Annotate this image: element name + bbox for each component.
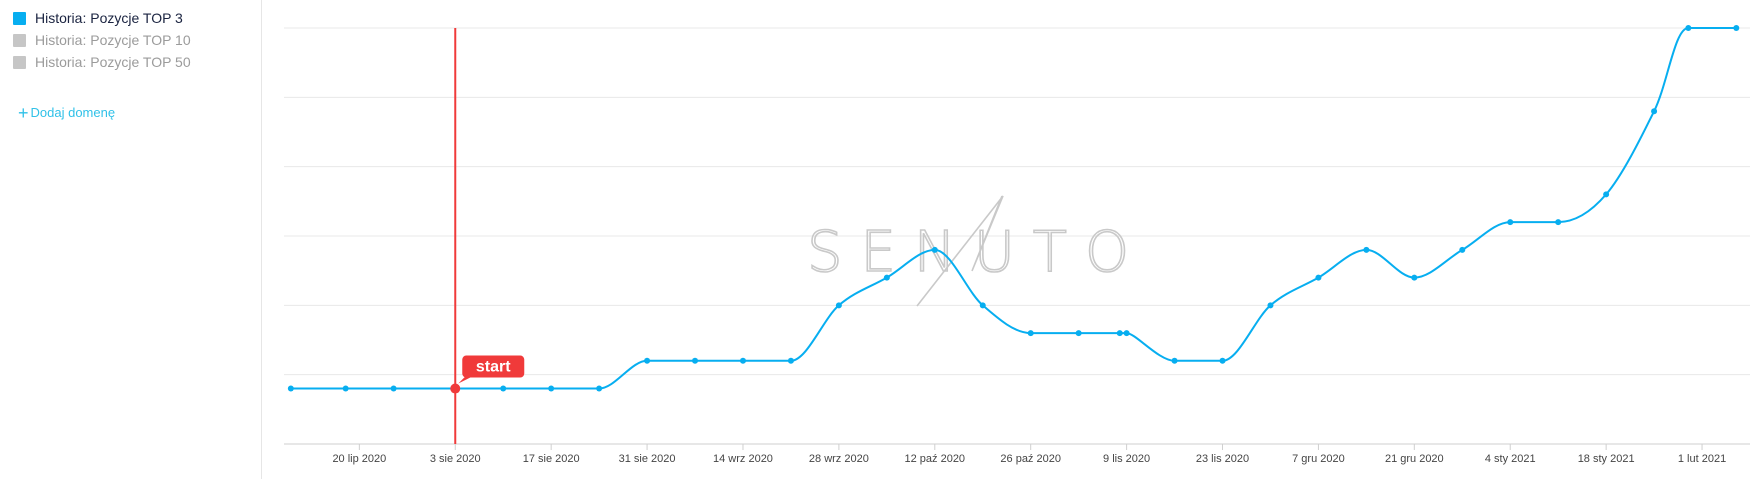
data-point[interactable] <box>692 357 699 364</box>
data-point[interactable] <box>931 246 938 253</box>
legend-swatch-top50 <box>13 55 26 69</box>
data-point[interactable] <box>739 357 746 364</box>
data-point[interactable] <box>1267 302 1274 309</box>
x-tick-label: 18 sty 2021 <box>1578 453 1635 465</box>
watermark: SENUTO <box>806 195 1147 307</box>
data-point[interactable] <box>883 274 890 281</box>
data-point[interactable] <box>1603 191 1610 198</box>
legend-item-top50[interactable]: Historia: Pozycje TOP 50 <box>13 52 191 72</box>
grid-lines <box>284 27 1750 445</box>
data-point[interactable] <box>1315 274 1322 281</box>
x-tick-label: 26 paź 2020 <box>1000 453 1061 465</box>
x-tick-label: 12 paź 2020 <box>905 453 966 465</box>
x-tick-label: 1 lut 2021 <box>1678 453 1726 465</box>
watermark-text: SENUTO <box>807 220 1147 285</box>
legend-swatch-top10 <box>13 33 26 47</box>
legend-swatch-top3 <box>13 11 26 25</box>
data-point[interactable] <box>1651 108 1658 115</box>
data-point[interactable] <box>1219 357 1226 364</box>
series-line <box>290 27 1737 390</box>
x-axis: 20 lip 2020 3 sie 2020 17 sie 2020 31 sie 2… <box>332 444 1726 465</box>
data-point[interactable] <box>500 385 507 392</box>
x-tick-label: 20 lip 2020 <box>332 453 386 465</box>
x-tick-label: 7 gru 2020 <box>1292 453 1345 465</box>
legend-label-top3: Historia: Pozycje TOP 3 <box>35 10 183 26</box>
x-tick-label: 14 wrz 2020 <box>713 453 773 465</box>
plus-icon: + <box>18 102 29 123</box>
data-point[interactable] <box>596 385 603 392</box>
data-point[interactable] <box>1459 246 1466 253</box>
start-marker: start <box>454 28 525 444</box>
data-point[interactable] <box>1075 330 1082 337</box>
x-tick-label: 17 sie 2020 <box>523 453 580 465</box>
x-tick-label: 31 sie 2020 <box>619 453 676 465</box>
data-point[interactable] <box>548 385 555 392</box>
data-point[interactable] <box>1555 219 1562 226</box>
data-point[interactable] <box>1685 25 1692 31</box>
x-tick-label: 21 gru 2020 <box>1385 453 1444 465</box>
add-domain-button[interactable]: + Dodaj domenę <box>18 102 116 123</box>
watermark-slash <box>916 195 1004 307</box>
x-tick-label: 9 lis 2020 <box>1103 453 1150 465</box>
series-layer <box>287 25 1740 394</box>
data-point[interactable] <box>1123 330 1130 337</box>
data-point[interactable] <box>287 385 294 392</box>
start-label: start <box>476 359 511 376</box>
legend-item-top3[interactable]: Historia: Pozycje TOP 3 <box>13 8 183 28</box>
data-point[interactable] <box>1116 330 1123 337</box>
data-point[interactable] <box>644 357 651 364</box>
add-domain-label: Dodaj domenę <box>30 105 116 120</box>
data-point[interactable] <box>1363 246 1370 253</box>
legend-label-top10: Historia: Pozycje TOP 10 <box>35 32 191 48</box>
data-point[interactable] <box>390 385 397 392</box>
data-point[interactable] <box>1411 274 1418 281</box>
x-tick-label: 28 wrz 2020 <box>809 453 869 465</box>
data-point[interactable] <box>979 302 986 309</box>
data-point[interactable] <box>342 385 349 392</box>
data-point[interactable] <box>1733 25 1740 31</box>
data-point[interactable] <box>787 357 794 364</box>
x-tick-label: 3 sie 2020 <box>430 453 481 465</box>
data-point[interactable] <box>1507 219 1514 226</box>
data-point[interactable] <box>835 302 842 309</box>
legend-label-top50: Historia: Pozycje TOP 50 <box>35 54 191 70</box>
data-point[interactable] <box>1027 330 1034 337</box>
data-point[interactable] <box>1171 357 1178 364</box>
legend-panel: Historia: Pozycje TOP 3 Historia: Pozycj… <box>0 0 262 479</box>
start-label-box <box>462 355 525 378</box>
legend-item-top10[interactable]: Historia: Pozycje TOP 10 <box>13 30 191 50</box>
x-tick-label: 4 sty 2021 <box>1485 453 1536 465</box>
x-tick-label: 23 lis 2020 <box>1196 453 1249 465</box>
